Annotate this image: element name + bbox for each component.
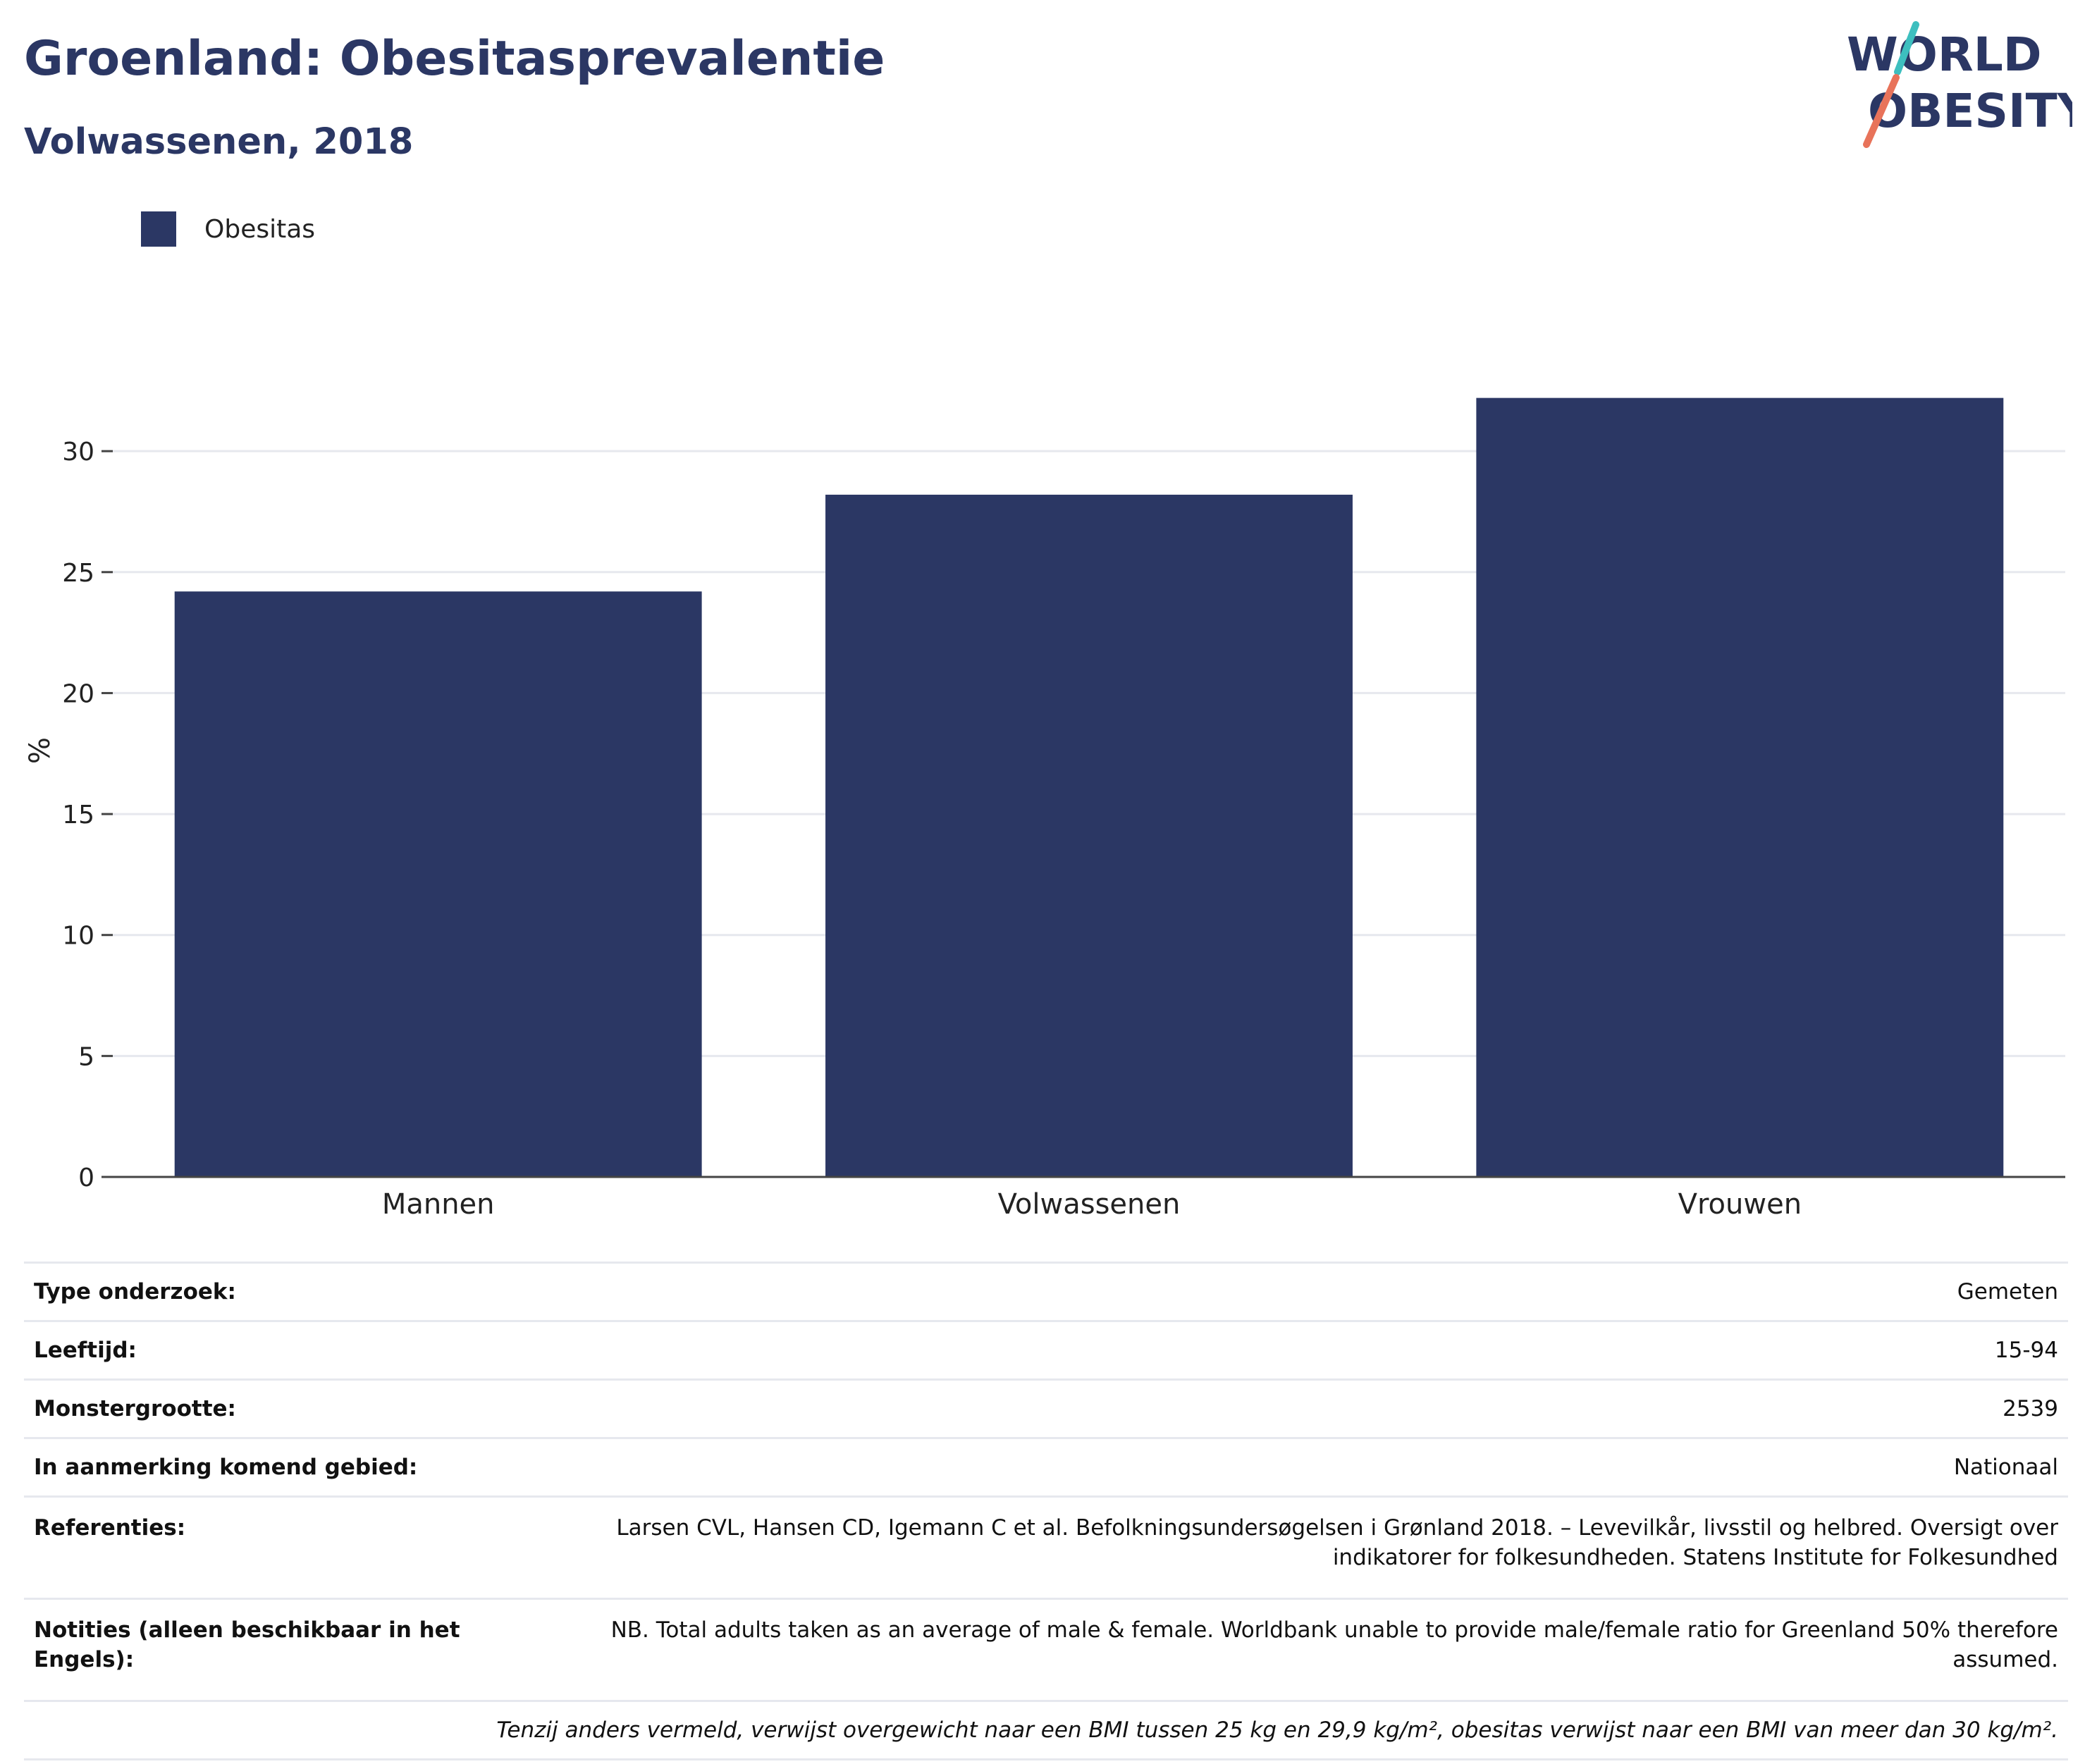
- y-axis-label: %: [24, 737, 56, 764]
- info-table: Type onderzoek: Gemeten Leeftijd: 15-94 …: [24, 1262, 2068, 1760]
- info-row-type: Type onderzoek: Gemeten: [24, 1262, 2068, 1321]
- bars: [174, 397, 2004, 1177]
- page-subtitle: Volwassenen, 2018: [24, 121, 414, 163]
- footnote: Tenzij anders vermeld, verwijst overgewi…: [24, 1700, 2068, 1760]
- x-axis-labels: Mannen Volwassenen Vrouwen: [382, 1188, 1802, 1221]
- bar-chart: 0 5 10 15 20 25 30 Mannen Volwassenen Vrouwen %: [24, 397, 2065, 1221]
- info-label: Type onderzoek:: [24, 1262, 495, 1321]
- bar-vrouwen: [1476, 397, 2004, 1177]
- info-label: Notities (alleen beschikbaar in het Enge…: [24, 1598, 495, 1701]
- logo-line-2: OBESITY: [1868, 84, 2072, 138]
- info-row-references: Referenties: Larsen CVL, Hansen CD, Igem…: [24, 1495, 2068, 1599]
- y-tick-label: 15: [62, 801, 94, 829]
- info-label: Monstergrootte:: [24, 1378, 495, 1438]
- y-tick-label: 0: [78, 1164, 94, 1192]
- y-tick-label: 5: [78, 1042, 94, 1071]
- x-tick-label: Volwassenen: [998, 1188, 1181, 1221]
- y-tick-label: 10: [62, 922, 94, 951]
- info-label: In aanmerking komend gebied:: [24, 1437, 495, 1497]
- y-tick-label: 25: [62, 559, 94, 588]
- legend-swatch-obesitas: [141, 211, 176, 247]
- info-row-area: In aanmerking komend gebied: Nationaal: [24, 1437, 2068, 1497]
- info-row-sample-size: Monstergrootte: 2539: [24, 1378, 2068, 1438]
- info-value: Larsen CVL, Hansen CD, Igemann C et al. …: [495, 1495, 2068, 1599]
- y-tick-label: 20: [62, 679, 94, 708]
- info-value: 15-94: [495, 1320, 2068, 1380]
- info-value: Gemeten: [495, 1262, 2068, 1321]
- legend-label-obesitas: Obesitas: [204, 214, 316, 244]
- logo-slash-bottom: [1863, 74, 1900, 148]
- page-title: Groenland: Obesitasprevalentie: [24, 31, 885, 87]
- legend: Obesitas: [141, 210, 315, 248]
- info-row-footnote: Tenzij anders vermeld, verwijst overgewi…: [24, 1700, 2068, 1760]
- info-row-notes: Notities (alleen beschikbaar in het Enge…: [24, 1598, 2068, 1701]
- y-axis-ticks: 0 5 10 15 20 25 30: [62, 438, 113, 1192]
- x-tick-label: Mannen: [382, 1188, 495, 1221]
- bar-volwassenen: [825, 494, 1353, 1177]
- world-obesity-logo: WORLD OBESITY: [1847, 21, 2072, 148]
- x-tick-label: Vrouwen: [1678, 1188, 1802, 1221]
- y-tick-label: 30: [62, 438, 94, 467]
- info-value: NB. Total adults taken as an average of …: [495, 1598, 2068, 1701]
- bar-mannen: [174, 591, 702, 1177]
- logo-slash-top: [1894, 21, 1919, 75]
- info-value: Nationaal: [495, 1437, 2068, 1497]
- logo-line-1: WORLD: [1847, 27, 2042, 82]
- info-row-age: Leeftijd: 15-94: [24, 1320, 2068, 1380]
- info-label: Leeftijd:: [24, 1320, 495, 1380]
- info-value: 2539: [495, 1378, 2068, 1438]
- info-label: Referenties:: [24, 1495, 495, 1599]
